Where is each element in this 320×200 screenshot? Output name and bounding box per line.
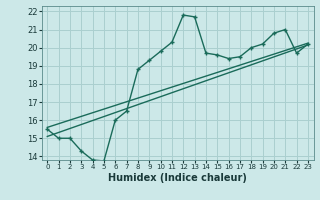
X-axis label: Humidex (Indice chaleur): Humidex (Indice chaleur) [108, 173, 247, 183]
